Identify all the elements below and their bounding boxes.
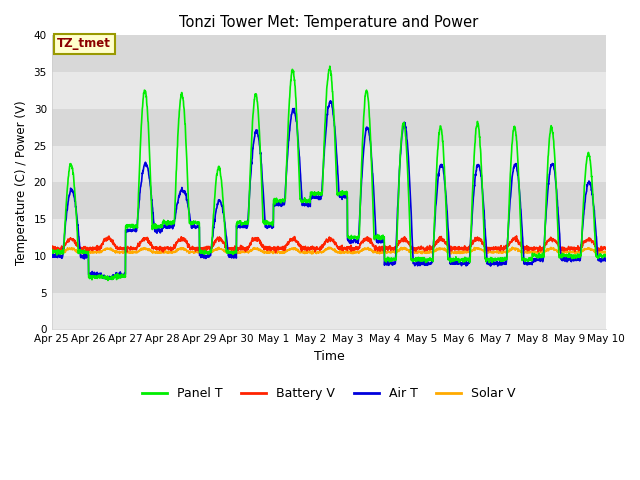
Air T [491,260,499,266]
Air T [554,204,561,209]
Solar V [554,249,561,254]
Line: Solar V: Solar V [52,247,606,254]
Solar V [602,249,610,255]
Panel T [203,249,211,254]
Line: Battery V: Battery V [52,236,606,252]
Battery V [272,250,280,255]
Battery V [357,240,365,246]
Y-axis label: Temperature (C) / Power (V): Temperature (C) / Power (V) [15,100,28,264]
Text: TZ_tmet: TZ_tmet [57,37,111,50]
Battery V [569,245,577,251]
X-axis label: Time: Time [314,350,344,363]
Battery V [490,246,498,252]
Air T [203,253,211,259]
Bar [52,219,606,256]
Solar V [490,250,498,255]
Battery V [345,244,353,250]
Air T [48,251,56,256]
Solar V [202,250,210,255]
Panel T [104,277,112,283]
Legend: Panel T, Battery V, Air T, Solar V: Panel T, Battery V, Air T, Solar V [137,383,521,406]
Panel T [346,236,353,241]
Panel T [358,170,365,176]
Panel T [48,247,56,253]
Bar [52,72,606,109]
Bar [52,36,606,72]
Solar V [345,250,353,255]
Battery V [554,240,561,246]
Battery V [602,246,610,252]
Panel T [569,254,577,260]
Bar [52,145,606,182]
Bar [52,256,606,293]
Title: Tonzi Tower Met: Temperature and Power: Tonzi Tower Met: Temperature and Power [179,15,479,30]
Bar [52,182,606,219]
Air T [326,98,334,104]
Air T [358,182,365,188]
Panel T [326,63,333,69]
Battery V [48,245,56,251]
Solar V [357,248,365,253]
Line: Air T: Air T [52,101,606,279]
Air T [346,239,353,245]
Solar V [308,251,316,257]
Solar V [509,244,516,250]
Air T [569,256,577,262]
Battery V [513,233,520,239]
Air T [108,276,115,282]
Bar [52,293,606,329]
Panel T [554,219,561,225]
Panel T [602,254,610,260]
Battery V [202,248,210,253]
Panel T [491,257,499,263]
Solar V [569,250,577,255]
Solar V [48,249,56,254]
Line: Panel T: Panel T [52,66,606,280]
Bar [52,109,606,145]
Air T [602,256,610,262]
